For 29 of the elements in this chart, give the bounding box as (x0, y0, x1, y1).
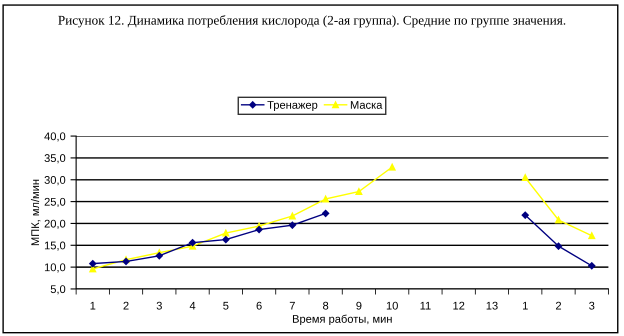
legend-label: Тренажер (267, 101, 318, 112)
x-tick-label: 12 (453, 302, 464, 310)
x-tick-label: 3 (589, 302, 594, 310)
y-tick-label: 10,0 (44, 263, 66, 273)
y-tick-label: 30,0 (44, 176, 66, 186)
x-tick-label: 11 (420, 302, 431, 310)
x-tick-label: 13 (486, 302, 498, 310)
x-tick-label: 6 (256, 302, 262, 310)
x-tick-label: 5 (223, 302, 228, 310)
y-tick-label: 25,0 (44, 198, 66, 208)
x-tick-label: 1 (522, 302, 528, 310)
x-axis-title: Время работы, мин (292, 314, 392, 326)
y-axis-title: МПК, мл/мин (30, 180, 40, 246)
chart-title: Рисунок 12. Динамика потребления кислорода (2-ая группа). Средние по группе значения. (58, 15, 566, 28)
legend-label: Маска (350, 101, 382, 109)
y-tick-label: 40,0 (44, 132, 66, 142)
x-tick-label: 4 (190, 302, 196, 310)
y-tick-label: 15,0 (44, 242, 66, 251)
x-tick-label: 9 (356, 302, 362, 310)
x-tick-label: 7 (290, 302, 295, 310)
x-tick-label: 2 (556, 302, 562, 310)
x-tick-label: 8 (323, 302, 328, 310)
x-tick-label: 3 (156, 302, 162, 310)
y-tick-label: 20,0 (44, 220, 66, 229)
x-tick-label: 2 (124, 302, 129, 310)
y-tick-label: 5,0 (50, 285, 66, 294)
x-tick-label: 1 (90, 302, 96, 310)
x-tick-label: 10 (386, 302, 398, 310)
y-tick-label: 35,0 (44, 154, 66, 164)
